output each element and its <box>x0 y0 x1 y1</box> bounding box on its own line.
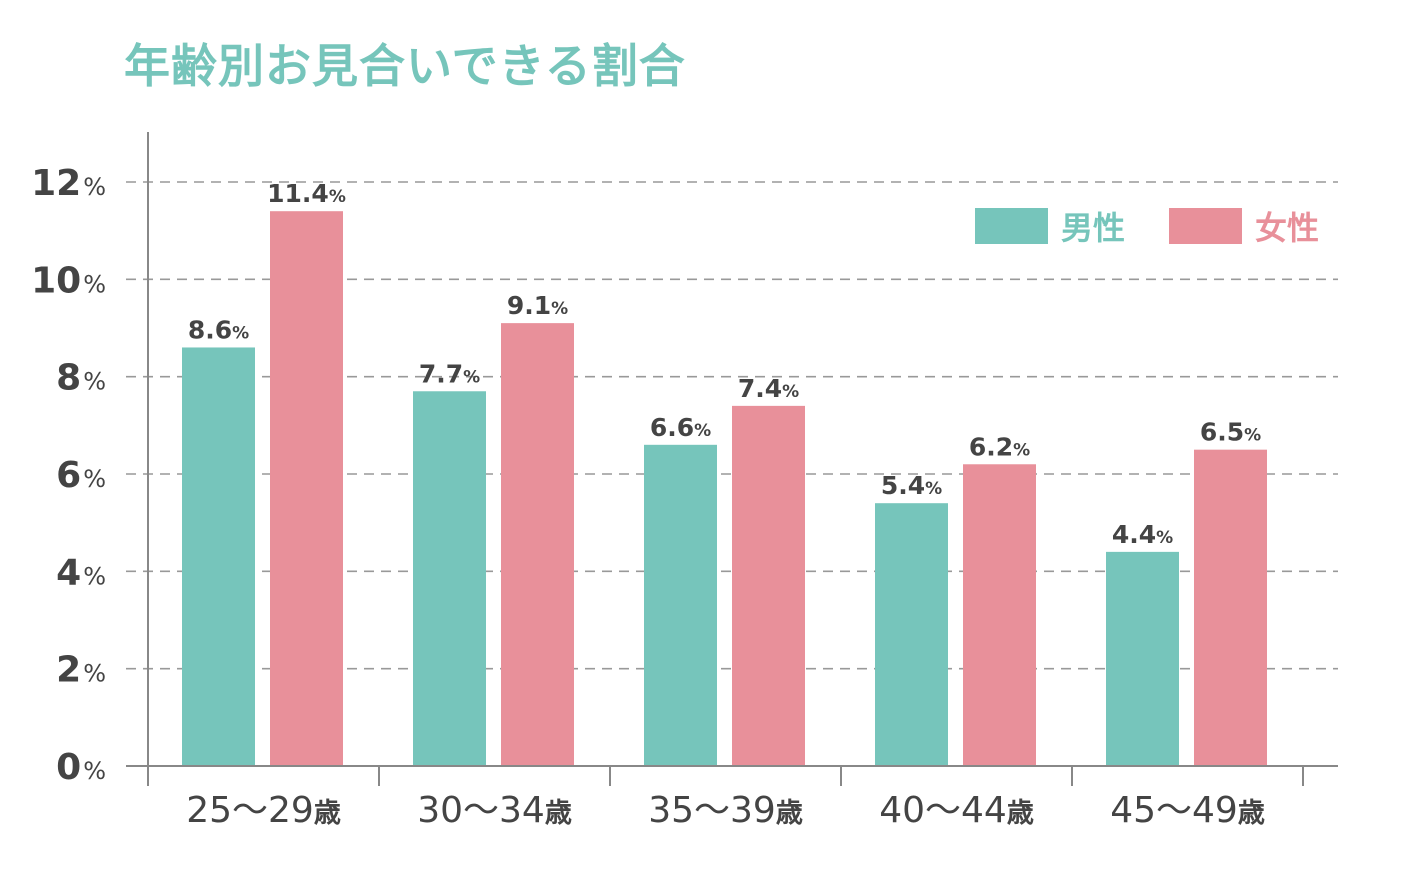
x-tick-label: 25～29歳 <box>186 790 341 831</box>
bar-female <box>270 211 343 766</box>
data-label: 7.7% <box>419 359 480 388</box>
chart-title: 年齢別お見合いできる割合 <box>124 39 686 93</box>
bar-male <box>413 391 486 766</box>
data-label: 9.1% <box>507 291 568 320</box>
data-label: 6.6% <box>650 413 711 442</box>
data-label: 5.4% <box>881 471 942 500</box>
legend-label: 女性 <box>1255 209 1319 247</box>
legend-label: 男性 <box>1061 209 1125 247</box>
bar-male <box>644 444 717 766</box>
bar-female <box>963 464 1036 766</box>
y-tick-label: 12% <box>31 163 106 204</box>
axis-layer <box>126 132 1338 786</box>
bar-female <box>732 405 805 766</box>
legend: 男性 女性 <box>975 208 1319 247</box>
x-tick-label: 45～49歳 <box>1110 790 1265 831</box>
data-label: 8.6% <box>188 315 249 344</box>
bar-male <box>1106 551 1179 766</box>
bar-male <box>182 347 255 766</box>
legend-swatch <box>975 208 1048 244</box>
labels-layer: 0% 2% 4% 6% 8% 10% 12% 8.6% 11.4% 25～29歳 7.7% 9.1% 3… <box>31 163 1265 831</box>
y-tick-label: 2% <box>56 650 106 691</box>
bar-female <box>501 323 574 766</box>
x-tick-label: 35～39歳 <box>648 790 803 831</box>
bar-male <box>875 503 948 766</box>
y-tick-label: 0% <box>56 747 106 788</box>
data-label: 6.2% <box>969 432 1030 461</box>
data-label: 7.4% <box>738 374 799 403</box>
data-label: 6.5% <box>1200 418 1261 447</box>
legend-swatch <box>1169 208 1242 244</box>
x-tick-label: 40～44歳 <box>879 790 1034 831</box>
bars-layer <box>182 211 1267 766</box>
data-label: 4.4% <box>1112 520 1173 549</box>
y-tick-label: 8% <box>56 358 106 399</box>
data-label: 11.4% <box>267 179 346 208</box>
bar-female <box>1194 449 1267 766</box>
y-tick-label: 4% <box>56 552 106 593</box>
y-tick-label: 10% <box>31 260 106 301</box>
y-tick-label: 6% <box>56 455 106 496</box>
x-tick-label: 30～34歳 <box>417 790 572 831</box>
